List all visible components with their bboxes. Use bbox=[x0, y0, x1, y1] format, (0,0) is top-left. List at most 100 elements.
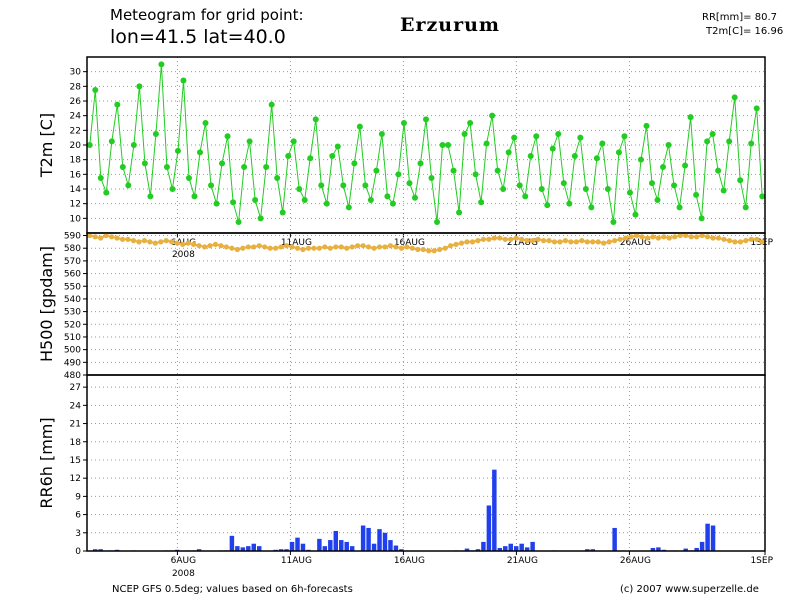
t2m-point bbox=[92, 87, 99, 93]
t2m-point bbox=[538, 186, 545, 192]
t2m-point bbox=[588, 204, 595, 211]
t2m-point bbox=[549, 145, 556, 152]
t2m-point bbox=[522, 193, 529, 200]
t2m-point bbox=[582, 186, 589, 192]
t2m-point bbox=[687, 114, 694, 121]
t2m-point bbox=[406, 180, 413, 187]
h500-point bbox=[469, 239, 476, 245]
h500-point bbox=[601, 240, 607, 246]
h500-point bbox=[595, 239, 601, 245]
rr-bar bbox=[393, 545, 399, 551]
h500-point bbox=[229, 245, 235, 251]
h500-point bbox=[119, 236, 126, 242]
rr-bar bbox=[590, 549, 595, 551]
h500-point bbox=[612, 238, 618, 244]
rr-bar bbox=[235, 546, 240, 551]
h500-point bbox=[87, 232, 93, 239]
t2m-point bbox=[516, 182, 523, 189]
h500-point bbox=[147, 239, 153, 245]
h500-point bbox=[267, 245, 273, 251]
t2m-point bbox=[235, 219, 242, 225]
h500-point bbox=[497, 235, 503, 241]
y-tick-label: 560 bbox=[64, 270, 81, 280]
t2m-point bbox=[296, 186, 303, 192]
t2m-point bbox=[301, 197, 308, 203]
y-tick-label: 22 bbox=[70, 126, 81, 136]
t2m-point bbox=[108, 138, 115, 145]
h500-point bbox=[322, 244, 328, 250]
rr-bar bbox=[492, 469, 497, 551]
h500-point bbox=[415, 246, 421, 253]
t2m-point bbox=[312, 116, 319, 123]
h500-point bbox=[245, 244, 251, 250]
h500-point bbox=[185, 240, 191, 246]
t2m-point bbox=[158, 61, 165, 68]
h500-point bbox=[344, 245, 350, 251]
x-tick-label: 26AUG bbox=[620, 556, 651, 566]
t2m-point bbox=[163, 164, 170, 170]
h500-point bbox=[661, 234, 667, 240]
h500-point bbox=[743, 238, 749, 244]
h500-point bbox=[573, 239, 579, 245]
t2m-point bbox=[742, 204, 749, 211]
t2m-point bbox=[411, 194, 418, 201]
t2m-point bbox=[654, 197, 661, 203]
h500-point bbox=[699, 232, 705, 239]
t2m-point bbox=[246, 138, 253, 145]
rr-bar bbox=[497, 547, 503, 551]
h500-point bbox=[180, 241, 186, 248]
t2m-point bbox=[511, 134, 518, 141]
h500-point bbox=[327, 245, 333, 251]
h500-point bbox=[672, 234, 678, 240]
t2m-point bbox=[230, 199, 237, 206]
h500-point bbox=[633, 232, 640, 239]
t2m-point bbox=[720, 187, 727, 194]
rr-bar bbox=[388, 540, 393, 551]
h500-point bbox=[409, 245, 415, 251]
rr-bar bbox=[503, 546, 508, 551]
footer-credit: (c) 2007 www.superzelle.de bbox=[620, 584, 759, 595]
h500-point bbox=[688, 234, 694, 240]
t2m-point bbox=[114, 101, 121, 108]
h500-point bbox=[622, 235, 629, 241]
t2m-point bbox=[169, 186, 176, 192]
t2m-point bbox=[197, 149, 203, 156]
h500-point bbox=[683, 232, 689, 239]
t2m-point bbox=[285, 153, 292, 159]
h500-point bbox=[360, 243, 366, 249]
y-tick-label: 26 bbox=[70, 97, 82, 107]
t2m-point bbox=[560, 180, 567, 187]
h500-point bbox=[737, 239, 743, 245]
h500-point bbox=[748, 236, 754, 242]
x-tick-label: 16AUG bbox=[394, 238, 425, 248]
t2m-point bbox=[566, 200, 573, 207]
t2m-point bbox=[395, 171, 402, 178]
t2m-point bbox=[208, 182, 215, 189]
y-tick-label: 10 bbox=[70, 214, 82, 224]
y-tick-label: 490 bbox=[64, 358, 81, 368]
rr-bar bbox=[300, 543, 306, 551]
rr-bar bbox=[246, 546, 251, 551]
h500-point bbox=[715, 235, 722, 241]
t2m-point bbox=[483, 140, 490, 147]
t2m-point bbox=[472, 171, 479, 178]
rr-bar bbox=[399, 549, 404, 551]
t2m-point bbox=[125, 182, 132, 189]
h500-point bbox=[289, 244, 295, 250]
rr-bar bbox=[481, 541, 486, 551]
t2m-point bbox=[119, 164, 126, 170]
y-tick-label: 0 bbox=[75, 547, 81, 557]
t2m-point bbox=[456, 209, 463, 216]
x-tick-label: 6AUG bbox=[171, 556, 196, 566]
t2m-point bbox=[632, 211, 639, 218]
t2m-point bbox=[345, 204, 352, 211]
y-axis-label: T2m [C] bbox=[37, 113, 56, 178]
t2m-point bbox=[268, 101, 275, 108]
t2m-point bbox=[389, 200, 396, 207]
rr-bar bbox=[710, 525, 716, 551]
rr-bar bbox=[656, 547, 661, 551]
header-title-line2: lon=41.5 lat=40.0 bbox=[110, 26, 286, 48]
h500-point bbox=[141, 238, 148, 244]
t2m-point bbox=[704, 138, 711, 145]
